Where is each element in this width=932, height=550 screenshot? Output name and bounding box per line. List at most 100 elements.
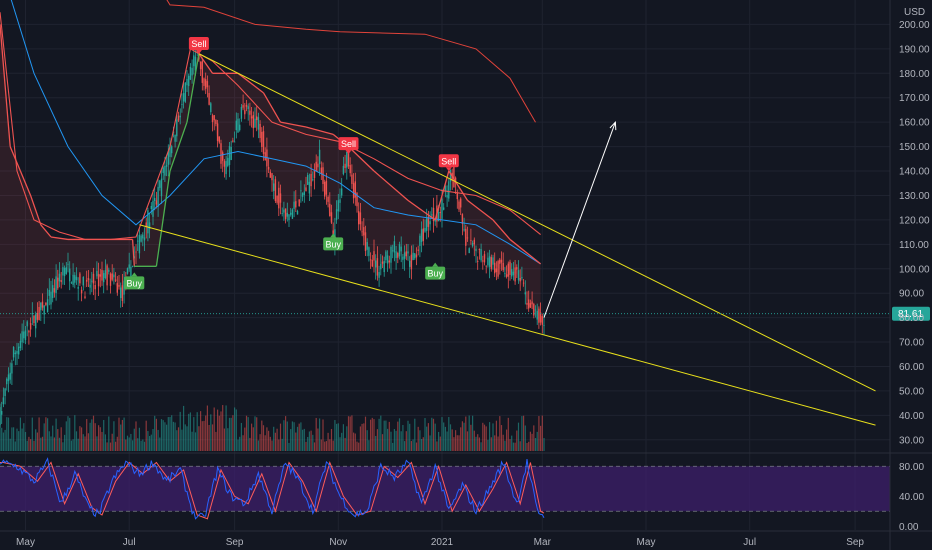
volume-bar bbox=[239, 436, 241, 451]
volume-bar bbox=[434, 423, 436, 451]
candle-body bbox=[517, 270, 520, 281]
price-tick-label: 190.00 bbox=[899, 44, 930, 55]
candle-body bbox=[529, 303, 532, 308]
volume-bar bbox=[398, 418, 401, 451]
volume-bar bbox=[376, 429, 378, 451]
price-tick-label: 200.00 bbox=[899, 20, 930, 31]
volume-bar bbox=[210, 414, 212, 451]
candle-body bbox=[296, 210, 299, 215]
volume-bar bbox=[92, 415, 95, 451]
candle-body bbox=[14, 352, 16, 355]
price-tick-label: 140.00 bbox=[899, 167, 930, 178]
volume-bar bbox=[31, 417, 33, 451]
candle-body bbox=[342, 165, 345, 175]
price-tick-label: 180.00 bbox=[899, 69, 930, 80]
candle-body bbox=[271, 173, 273, 181]
candle-body bbox=[165, 165, 168, 167]
volume-bar bbox=[276, 428, 278, 451]
candle-body bbox=[18, 346, 20, 355]
volume-bar bbox=[65, 421, 67, 451]
oscillator-pane[interactable] bbox=[0, 457, 890, 520]
volume-bar bbox=[466, 431, 469, 451]
volume-bar bbox=[82, 434, 84, 451]
volume-bar bbox=[407, 420, 409, 451]
time-tick-label: 2021 bbox=[431, 537, 454, 548]
volume-bar bbox=[274, 432, 276, 451]
signal-box bbox=[188, 36, 209, 50]
sell-signal-label[interactable]: Sell bbox=[438, 154, 459, 172]
volume-bar bbox=[133, 428, 135, 451]
signal-text: Sell bbox=[191, 39, 206, 49]
candle-body bbox=[135, 251, 137, 253]
trailing-stop-segment bbox=[434, 170, 450, 221]
volume-bar bbox=[213, 407, 215, 451]
oscillator-d-line bbox=[0, 460, 545, 520]
buy-signal-label[interactable]: Buy bbox=[425, 262, 446, 280]
candle-body bbox=[519, 277, 521, 282]
candle-body bbox=[381, 261, 384, 264]
volume-bar bbox=[130, 433, 132, 451]
projection-arrow-line[interactable] bbox=[543, 121, 616, 318]
candle-body bbox=[495, 268, 498, 273]
buy-signal-label[interactable]: Buy bbox=[124, 272, 145, 290]
candle-body bbox=[126, 268, 129, 274]
volume-bar bbox=[494, 435, 496, 451]
volume-bar bbox=[438, 431, 440, 451]
candle-body bbox=[109, 273, 112, 286]
oscillator-tick-label: 80.00 bbox=[899, 462, 924, 473]
volume-bar bbox=[179, 411, 181, 451]
candle-body bbox=[409, 260, 411, 267]
candle-body bbox=[35, 314, 37, 329]
volume-bar bbox=[40, 437, 42, 451]
volume-bar bbox=[244, 427, 246, 451]
volume-bar bbox=[290, 429, 292, 451]
volume-bar bbox=[436, 441, 438, 451]
candle-body bbox=[448, 181, 450, 199]
volume-bar bbox=[2, 432, 4, 451]
candle-body bbox=[121, 285, 124, 301]
candle-body bbox=[145, 222, 147, 228]
volume-bar bbox=[419, 430, 421, 451]
volume-bar bbox=[349, 416, 351, 451]
candle-body bbox=[315, 161, 317, 172]
candle-body bbox=[210, 103, 212, 113]
volume-bar bbox=[217, 409, 219, 451]
candle-body bbox=[1, 411, 3, 415]
lower-trend-line[interactable] bbox=[139, 224, 876, 426]
volume-bar bbox=[98, 425, 100, 451]
candle-body bbox=[279, 193, 282, 203]
volume-bar bbox=[191, 431, 193, 451]
candle-body bbox=[213, 115, 215, 121]
candle-body bbox=[74, 275, 76, 283]
volume-bar bbox=[149, 436, 151, 451]
candle-body bbox=[58, 273, 61, 282]
volume-bar bbox=[89, 422, 91, 451]
volume-bar bbox=[409, 423, 411, 451]
volume-bar bbox=[159, 437, 161, 451]
candle-body bbox=[368, 247, 370, 256]
candle-body bbox=[205, 79, 207, 89]
candle-body bbox=[86, 280, 88, 282]
volume-bar bbox=[162, 420, 164, 451]
volume-bar bbox=[472, 415, 474, 451]
volume-bar bbox=[200, 411, 202, 451]
candle-body bbox=[526, 302, 528, 305]
candle-body bbox=[380, 263, 382, 270]
candle-body bbox=[103, 273, 105, 283]
buy-signal-label[interactable]: Buy bbox=[323, 233, 344, 251]
sell-signal-label[interactable]: Sell bbox=[188, 36, 209, 54]
upper-trend-line[interactable] bbox=[198, 53, 876, 392]
candle-body bbox=[75, 276, 78, 281]
candle-body bbox=[189, 66, 192, 80]
sell-signal-label[interactable]: Sell bbox=[338, 137, 359, 155]
candle-body bbox=[385, 251, 387, 261]
candle-body bbox=[264, 152, 266, 161]
volume-bar bbox=[521, 416, 523, 451]
volume-bar bbox=[18, 431, 20, 451]
volume-bar bbox=[155, 418, 157, 451]
volume-bar bbox=[257, 440, 259, 451]
volume-bar bbox=[463, 422, 465, 451]
volume-bar bbox=[132, 440, 134, 451]
volume-bar bbox=[104, 434, 106, 451]
